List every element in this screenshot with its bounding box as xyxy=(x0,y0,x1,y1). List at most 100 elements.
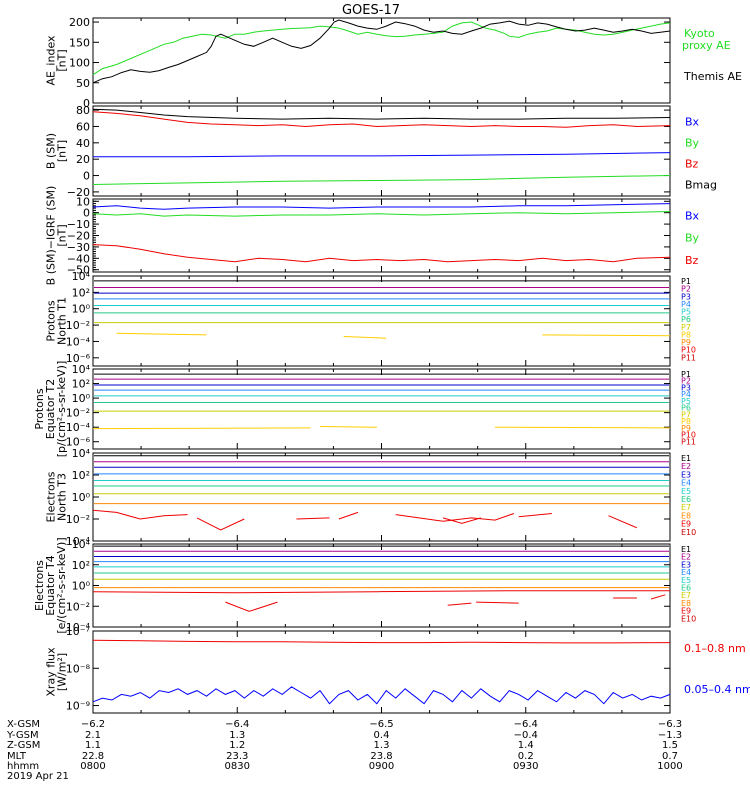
y-tick-label: 10² xyxy=(72,378,90,391)
legend-entry: E9 xyxy=(681,520,691,529)
y-tick-label: 10⁴ xyxy=(72,538,91,551)
y-tick-label: 10⁴ xyxy=(72,270,91,283)
legend-entry: P9 xyxy=(681,424,691,433)
y-tick-label: 10⁰ xyxy=(72,392,91,405)
y-tick-label: 10⁴ xyxy=(72,447,91,460)
series-bz-line xyxy=(92,111,671,128)
panel-frame xyxy=(92,368,671,450)
legend-entry: P6 xyxy=(681,404,691,413)
legend-entry: P10 xyxy=(681,431,696,440)
series-0-1-0-8-nm-line xyxy=(92,639,671,644)
legend-entry: P6 xyxy=(681,315,691,324)
x-column-value: 0.2 xyxy=(518,751,534,762)
legend-entry: Bx xyxy=(685,210,700,223)
legend-entry: P2 xyxy=(681,377,691,386)
legend-entry: P9 xyxy=(681,338,691,347)
legend-entry: 0.1–0.8 nm xyxy=(684,642,746,655)
y-tick-label: 10² xyxy=(72,469,90,482)
legend-entry: E5 xyxy=(681,487,691,496)
legend-entry: P2 xyxy=(681,285,691,294)
legend-entry: P7 xyxy=(681,410,691,419)
legend-entry: P3 xyxy=(681,292,691,301)
x-row-label: 2019 Apr 21 xyxy=(7,771,69,782)
series-e9-segment xyxy=(447,602,472,606)
series-themis-ae-line xyxy=(92,19,671,84)
legend-entry: P5 xyxy=(681,308,691,317)
legend-entry: Themis AE xyxy=(683,70,742,83)
x-column-value: −1.3 xyxy=(658,730,682,741)
y-tick-label: 50 xyxy=(76,77,90,90)
series-bz-line xyxy=(92,244,671,263)
x-row-label: Y-GSM xyxy=(6,730,39,741)
series-bx-line xyxy=(93,152,671,158)
legend-entry: P11 xyxy=(681,437,696,446)
series-p8-segment xyxy=(92,427,311,430)
y-tick-label: 10⁰ xyxy=(72,580,91,593)
y-tick-label: 10⁴ xyxy=(72,363,91,376)
y-axis-label: Equator T2 xyxy=(44,379,57,439)
legend-entry: P8 xyxy=(681,330,691,339)
y-tick-label: −20 xyxy=(67,186,90,199)
legend-entry: P7 xyxy=(681,323,691,332)
x-column-value: 1.2 xyxy=(229,740,245,751)
y-axis-label: AE_index xyxy=(45,35,58,86)
legend-entry: P3 xyxy=(681,383,691,392)
legend-entry: P1 xyxy=(681,277,691,286)
series-by-line xyxy=(92,211,671,217)
y-tick-label: 0 xyxy=(83,207,90,220)
series-e9-segment xyxy=(338,511,359,520)
series-e9-segment xyxy=(92,590,670,594)
y-tick-label: 10² xyxy=(72,559,90,572)
legend-entry: P10 xyxy=(681,346,696,355)
series-p8-segment xyxy=(343,336,387,339)
series-e9-segment xyxy=(225,601,278,612)
panel-frame xyxy=(92,198,671,273)
legend-entry: proxy AE xyxy=(682,39,731,52)
x-column-value: 0930 xyxy=(513,761,538,772)
y-axis-label: Equator T4 xyxy=(44,555,57,615)
legend-entry: P4 xyxy=(681,300,691,309)
x-column-value: 0.7 xyxy=(662,751,678,762)
series-p8-segment xyxy=(542,334,671,337)
y-axis-label: Electrons xyxy=(45,471,58,522)
y-tick-label: 10⁻² xyxy=(66,407,90,420)
y-axis-label: Electrons xyxy=(33,560,46,611)
y-tick-label: 10⁻⁴ xyxy=(66,535,91,548)
series-p8-segment xyxy=(319,426,377,428)
series-bx-line xyxy=(92,203,671,210)
y-tick-label: −30 xyxy=(67,241,90,254)
figure-title: GOES-17 xyxy=(342,3,400,18)
legend-entry: Bz xyxy=(685,254,699,267)
y-tick-label: 10² xyxy=(72,286,90,299)
y-axis-label: Xray flux xyxy=(45,647,58,697)
x-column-value: −6.5 xyxy=(369,719,393,730)
y-tick-label: 20 xyxy=(76,153,90,166)
y-axis-label: [p/(cm²-s-sr-keV)] xyxy=(55,361,68,458)
y-tick-label: 10⁻⁴ xyxy=(66,421,91,434)
y-tick-label: −50 xyxy=(67,264,90,277)
series-e9-segment xyxy=(442,517,481,524)
panel-frame xyxy=(92,275,671,367)
y-tick-label: 10⁻² xyxy=(66,513,90,526)
y-tick-label: −10 xyxy=(67,218,90,231)
legend-entry: Bz xyxy=(685,158,699,171)
y-axis-label: North T3 xyxy=(56,473,69,521)
x-column-value: 0900 xyxy=(369,761,394,772)
legend-entry: Bx xyxy=(685,116,700,129)
legend-entry: E4 xyxy=(681,479,691,488)
legend-entry: E3 xyxy=(681,560,691,569)
y-axis-label: [nT] xyxy=(56,140,69,162)
y-tick-label: 0 xyxy=(83,97,90,110)
series-e9-segment xyxy=(92,509,188,520)
y-tick-label: 10⁻⁶ xyxy=(66,352,91,365)
x-column-value: 0800 xyxy=(80,761,105,772)
legend-entry: E10 xyxy=(681,528,696,537)
legend-entry: By xyxy=(685,137,700,150)
legend-entry: Bmag xyxy=(685,178,717,191)
series-0-05-0-4-nm-line xyxy=(92,686,671,705)
